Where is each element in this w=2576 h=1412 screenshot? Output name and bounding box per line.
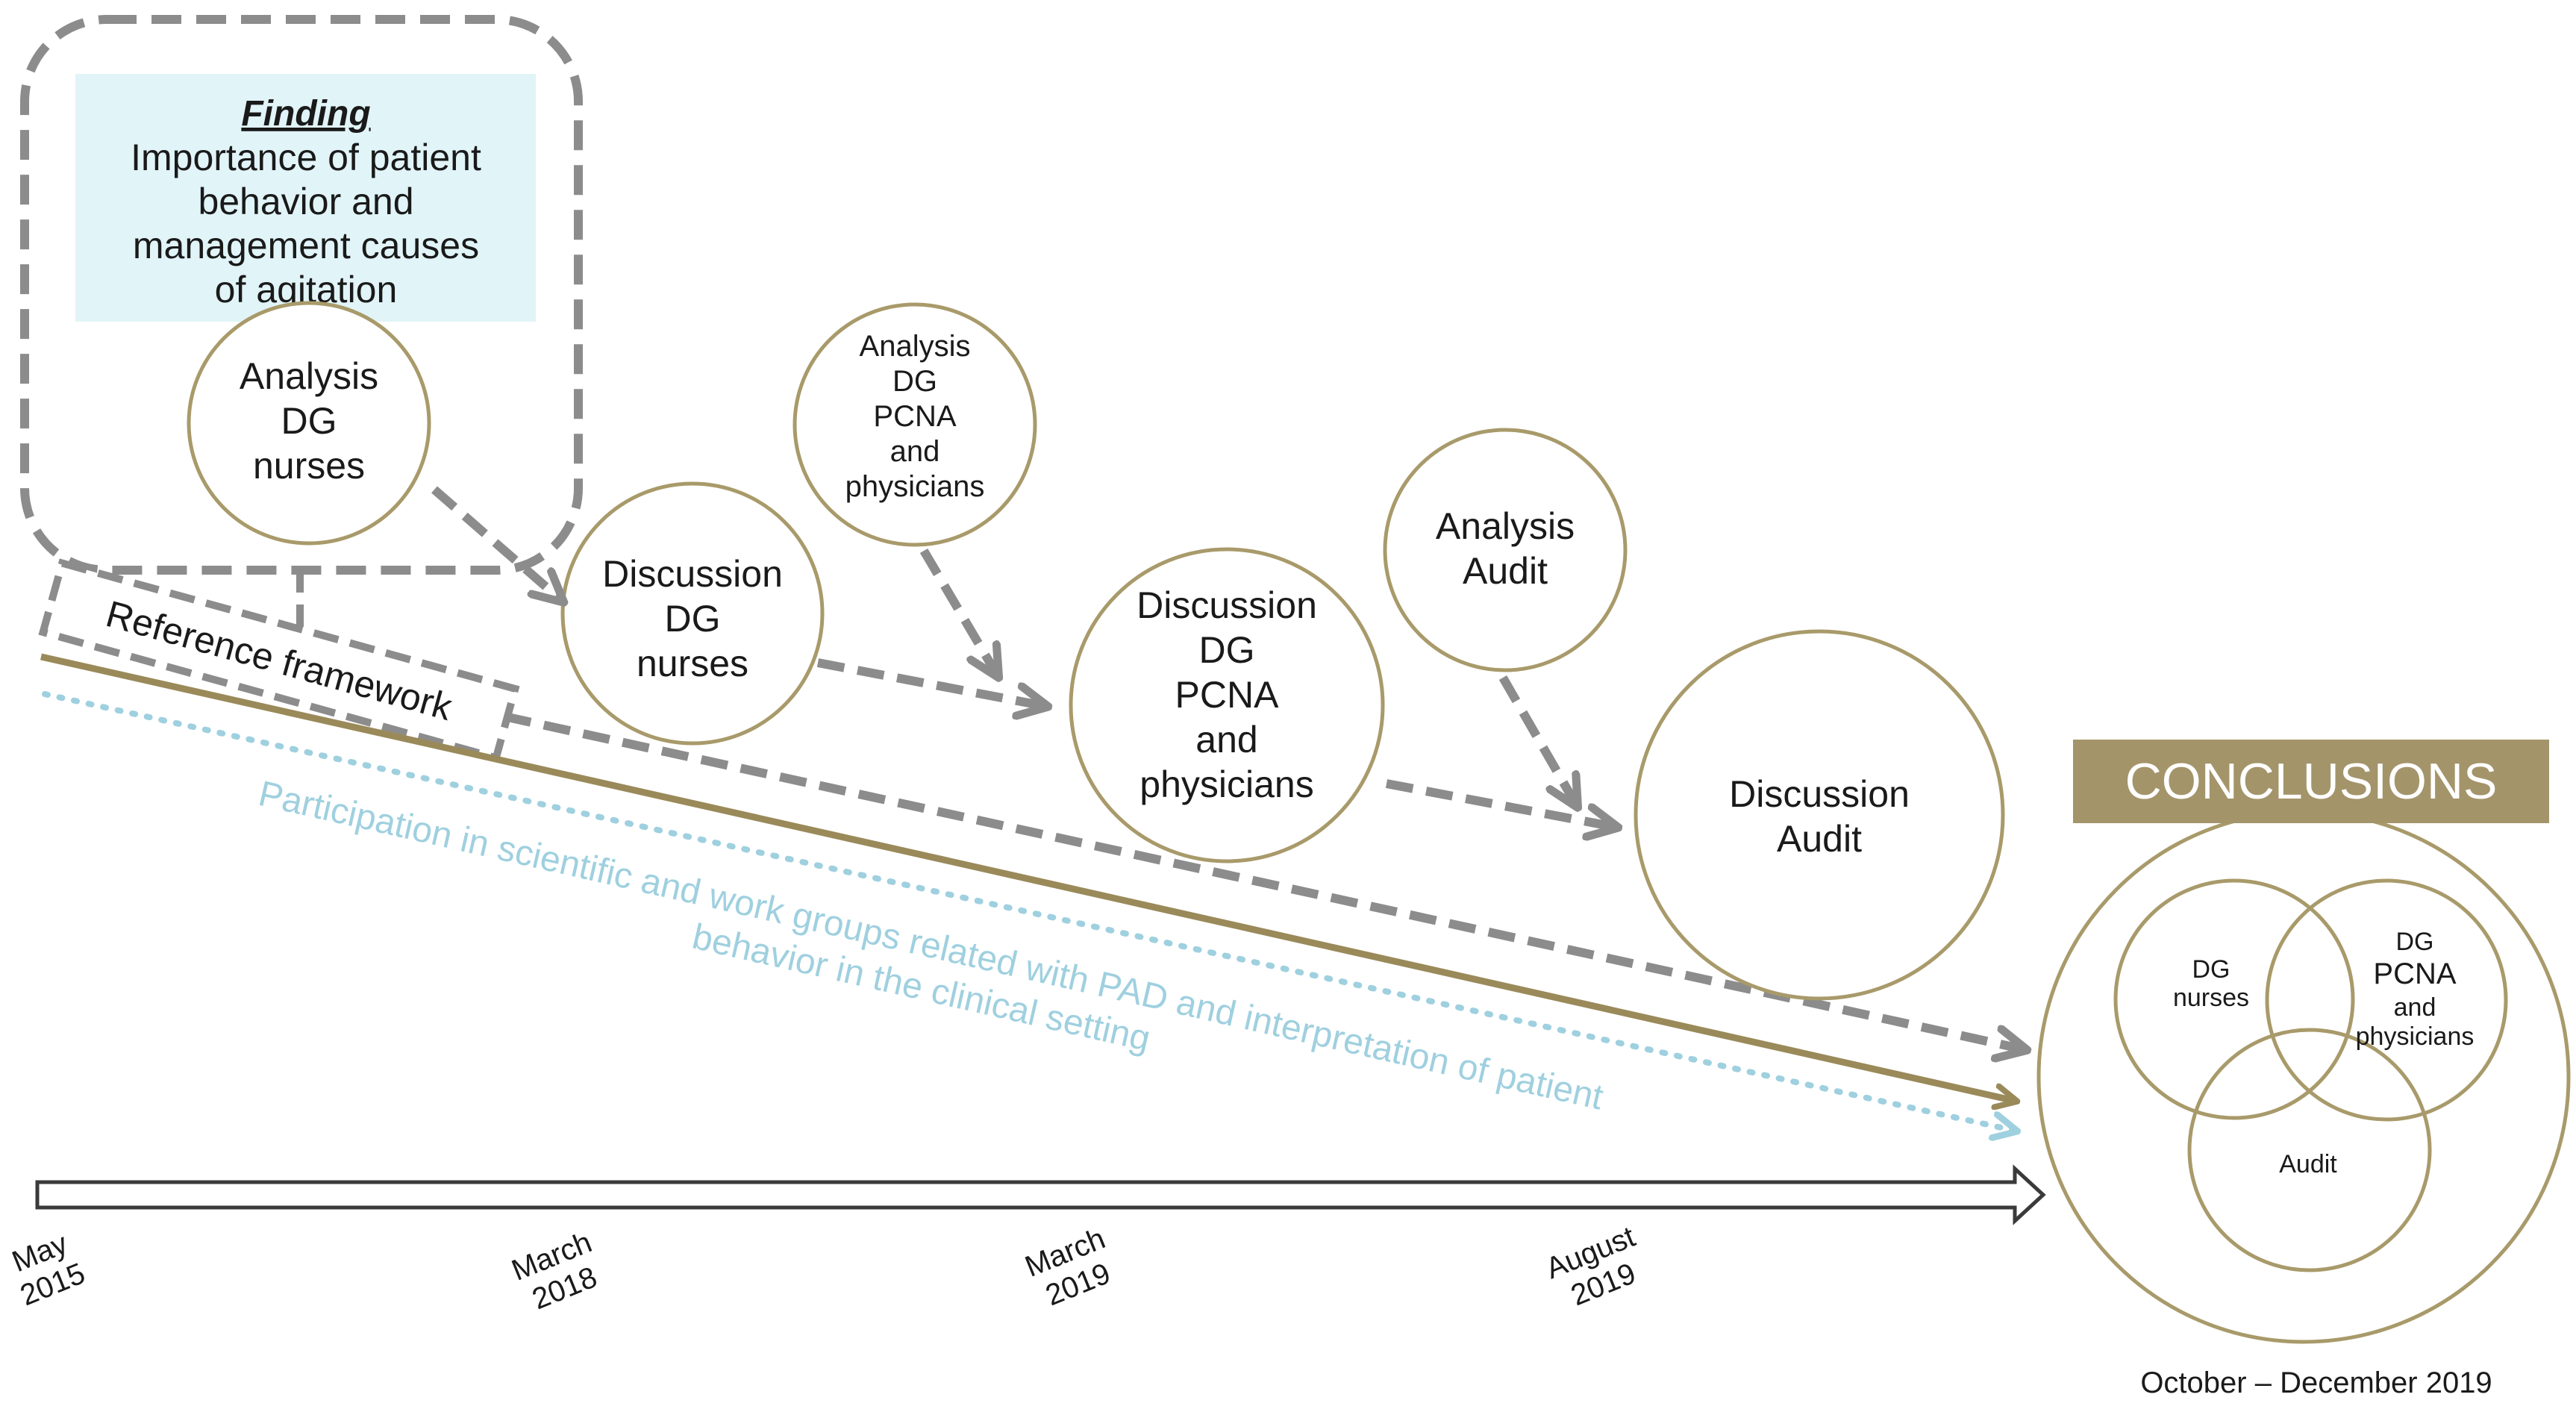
svg-text:Analysis: Analysis xyxy=(860,330,971,363)
svg-text:and: and xyxy=(1195,719,1257,760)
node-analysis-audit xyxy=(1383,428,1628,672)
svg-text:Discussion: Discussion xyxy=(1729,773,1910,815)
node-discussion-audit xyxy=(1634,629,2005,1001)
conclusions-date: October – December 2019 xyxy=(2140,1366,2492,1399)
arrow-analysis-audit-to-discussion-audit xyxy=(1498,675,1576,805)
node-discussion-dg-pcna-label: Discussion DG PCNA and physicians xyxy=(1137,584,1317,805)
svg-text:Participation in scientific an: Participation in scientific and work gro… xyxy=(255,774,1607,1118)
svg-text:DG: DG xyxy=(2396,928,2434,956)
timeline-label-march-2018: March 2018 xyxy=(507,1225,601,1316)
venn-circle-nurses xyxy=(2113,878,2355,1120)
venn-circle-pcna xyxy=(2265,878,2508,1122)
svg-text:PCNA: PCNA xyxy=(873,400,956,433)
svg-text:Discussion: Discussion xyxy=(602,553,783,595)
venn-label-audit: Audit xyxy=(2279,1150,2337,1178)
reference-framework-box: Reference framework xyxy=(38,558,520,763)
participation-text: Participation in scientific and work gro… xyxy=(255,774,1607,1118)
svg-text:management causes: management causes xyxy=(133,225,479,266)
node-discussion-dg-nurses-label: Discussion DG nurses xyxy=(602,553,783,684)
node-analysis-dg-nurses xyxy=(187,301,431,546)
conclusions-banner xyxy=(2073,740,2549,823)
finding-box xyxy=(75,74,536,322)
conclusions-title: CONCLUSIONS xyxy=(2125,753,2498,810)
svg-text:physicians: physicians xyxy=(1139,763,1313,805)
arrow-analysis-pcna-to-discussion-pcna xyxy=(919,548,997,675)
svg-text:DG: DG xyxy=(2192,955,2230,984)
svg-text:behavior and: behavior and xyxy=(198,181,413,222)
venn-circle-audit xyxy=(2187,1028,2432,1272)
svg-text:DG: DG xyxy=(1199,629,1255,671)
svg-text:DG: DG xyxy=(892,365,937,398)
svg-text:Discussion: Discussion xyxy=(1137,584,1317,626)
timeline-label-may-2015: May 2015 xyxy=(7,1227,90,1312)
timeline-label-march-2019: March 2019 xyxy=(1021,1222,1115,1312)
svg-text:physicians: physicians xyxy=(2356,1022,2475,1051)
node-discussion-dg-pcna xyxy=(1069,547,1385,863)
svg-text:Analysis: Analysis xyxy=(1436,505,1575,547)
conclusions-outer-circle xyxy=(2036,810,2571,1344)
node-discussion-audit-label: Discussion Audit xyxy=(1729,773,1910,860)
flow-arrows xyxy=(431,486,1615,827)
svg-text:nurses: nurses xyxy=(637,643,748,684)
arrow-discussion-nurses-to-pcna xyxy=(816,658,1045,706)
gold-trend-arrow xyxy=(40,653,2015,1101)
svg-text:Audit: Audit xyxy=(1777,818,1862,860)
svg-text:nurses: nurses xyxy=(253,445,365,487)
arrow-analysis-to-discussion-nurses xyxy=(431,486,561,600)
svg-text:DG: DG xyxy=(665,598,721,640)
svg-text:physicians: physicians xyxy=(845,470,985,503)
svg-text:nurses: nurses xyxy=(2173,984,2249,1012)
svg-text:and: and xyxy=(2394,993,2436,1022)
svg-text:DG: DG xyxy=(281,400,337,442)
node-analysis-dg-nurses-label: Analysis DG nurses xyxy=(240,355,378,487)
node-analysis-dg-pcna xyxy=(793,302,1037,547)
svg-text:Importance of patient: Importance of patient xyxy=(131,137,481,178)
finding-title: Finding xyxy=(241,94,370,134)
node-analysis-audit-label: Analysis Audit xyxy=(1436,505,1575,592)
timeline-label-august-2019: August 2019 xyxy=(1541,1220,1640,1312)
node-analysis-dg-pcna-label: Analysis DG PCNA and physicians xyxy=(845,330,985,503)
svg-text:and: and xyxy=(890,435,940,468)
venn-label-pcna: DG PCNA and physicians xyxy=(2356,928,2475,1051)
finding-text: Importance of patient behavior and manag… xyxy=(131,137,481,310)
venn-label-nurses: DG nurses xyxy=(2173,955,2249,1012)
timeline-arrow xyxy=(35,1164,2046,1225)
arrow-discussion-pcna-to-audit xyxy=(1385,779,1615,827)
svg-text:PCNA: PCNA xyxy=(1175,674,1280,716)
svg-text:PCNA: PCNA xyxy=(2373,958,2456,990)
node-discussion-dg-nurses xyxy=(560,481,825,746)
svg-text:Analysis: Analysis xyxy=(240,355,378,397)
svg-text:Audit: Audit xyxy=(1463,550,1548,592)
